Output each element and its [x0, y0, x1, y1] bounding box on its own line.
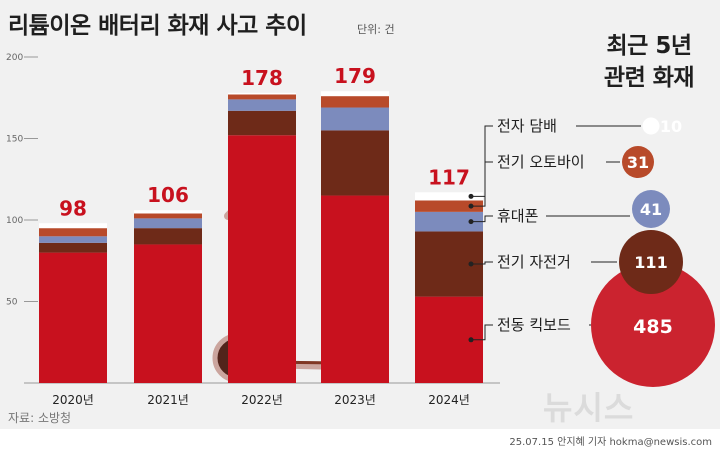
bar-segment [321, 130, 389, 196]
bar-segment [415, 200, 483, 212]
bubble-4 [591, 263, 715, 387]
bar-segment [134, 228, 202, 245]
legend-label: 휴대폰 [497, 207, 538, 225]
side-title-line1: 최근 5년 [606, 33, 693, 59]
bar-segment [321, 195, 389, 383]
bar-segment [39, 223, 107, 229]
side-panel-title: 최근 5년 관련 화재 [582, 30, 716, 94]
bar-total-label: 178 [241, 66, 283, 90]
x-tick-label: 2020년 [52, 393, 94, 407]
legend-label: 전동 킥보드 [497, 316, 571, 334]
legend-pointer-line [471, 125, 493, 197]
x-tick-label: 2022년 [241, 393, 283, 407]
bar-total-label: 179 [334, 64, 376, 88]
bar-total-label: 106 [147, 183, 189, 207]
bar-segment [134, 218, 202, 229]
x-tick-label: 2023년 [334, 393, 376, 407]
bar-segment [228, 110, 296, 136]
y-tick-label: 200 [6, 53, 23, 63]
unit-label: 단위: 건 [357, 23, 395, 36]
y-tick-label: 50 [6, 298, 18, 308]
bar-segment [134, 210, 202, 214]
legend-pointer-line [471, 215, 493, 223]
bubble-3 [619, 230, 683, 294]
legend-label: 전기 오토바이 [497, 153, 585, 171]
bubble-0 [642, 117, 660, 135]
bar-segment [134, 213, 202, 219]
bar-total-label: 117 [428, 165, 470, 189]
legend-label: 전자 담배 [497, 117, 557, 135]
credit-bar [0, 429, 720, 452]
x-tick-label: 2021년 [147, 393, 189, 407]
bar-segment [321, 96, 389, 108]
legend-pointer-line [471, 161, 493, 207]
bar-segment [415, 192, 483, 201]
bubble-2 [632, 190, 670, 228]
bar-segment [228, 99, 296, 111]
bar-segment [228, 94, 296, 100]
bar-segment [415, 211, 483, 232]
bar-segment [228, 135, 296, 383]
legend-pointer-line [471, 324, 493, 341]
bubble-value-label: 485 [633, 316, 673, 338]
bar-segment [321, 107, 389, 131]
bar-segment [39, 236, 107, 243]
y-tick-label: 100 [6, 216, 23, 226]
x-tick-label: 2024년 [428, 393, 470, 407]
bubble-value-label: 31 [627, 153, 649, 172]
side-title-line2: 관련 화재 [603, 65, 695, 91]
legend-pointer-line [471, 261, 493, 265]
bubble-1 [622, 146, 654, 178]
bar-segment [39, 228, 107, 237]
bar-total-label: 98 [59, 196, 87, 220]
source-note: 자료: 소방청 [8, 411, 72, 425]
chart-title: 리튬이온 배터리 화재 사고 추이 [8, 13, 307, 39]
y-tick-label: 150 [6, 135, 23, 145]
bar-segment [39, 252, 107, 383]
byline-credit: 25.07.15 안지혜 기자 hokma@newsis.com [509, 437, 712, 448]
legend-label: 전기 자전거 [497, 253, 571, 271]
bubble-value-label: 41 [640, 200, 662, 219]
bar-segment [228, 92, 296, 95]
newsis-watermark: 뉴시스 [543, 389, 635, 427]
bubble-value-label: 10 [660, 117, 682, 136]
bar-segment [39, 242, 107, 253]
bar-segment [321, 91, 389, 97]
bubble-value-label: 111 [634, 253, 667, 272]
bar-segment [134, 244, 202, 383]
